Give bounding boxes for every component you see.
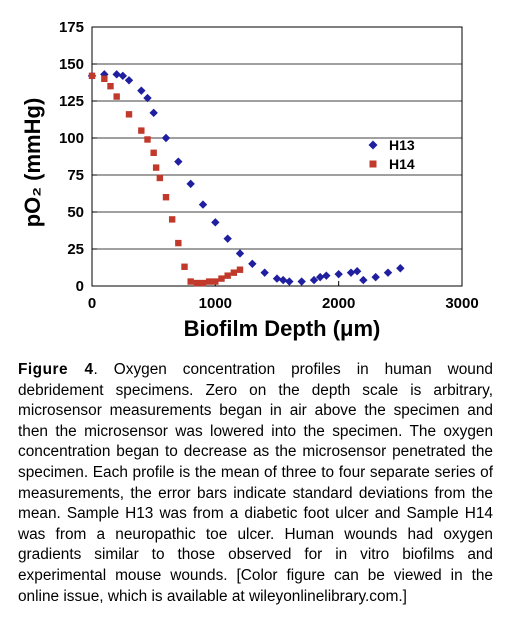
y-tick-label-125: 125 bbox=[59, 93, 84, 110]
series-h13 bbox=[87, 70, 405, 286]
point-h14-18 bbox=[212, 278, 219, 285]
x-tick-label-3000: 3000 bbox=[445, 295, 478, 312]
point-h14-6 bbox=[144, 136, 151, 143]
point-h14-0 bbox=[88, 72, 96, 80]
x-axis-title: Biofilm Depth (μm) bbox=[184, 316, 381, 341]
x-axis-ticks: 0 1000 2000 3000 bbox=[88, 281, 479, 312]
point-h14-2 bbox=[107, 83, 114, 90]
point-h14-3 bbox=[113, 93, 120, 100]
point-h13-26 bbox=[352, 267, 362, 276]
point-h13-11 bbox=[198, 200, 208, 209]
point-h14-21 bbox=[230, 269, 238, 276]
y-axis-title: pO₂ (mmHg) bbox=[20, 98, 45, 228]
point-h13-12 bbox=[211, 218, 220, 227]
legend-label-h13: H13 bbox=[389, 137, 415, 153]
y-tick-label-0: 0 bbox=[76, 278, 84, 295]
point-h14-1 bbox=[101, 75, 108, 82]
point-h14-9 bbox=[156, 174, 164, 182]
point-h13-16 bbox=[260, 268, 269, 277]
point-h13-27 bbox=[359, 275, 368, 285]
point-h13-24 bbox=[334, 269, 343, 279]
caption-text: . Oxygen concentration profiles in human… bbox=[18, 361, 493, 605]
point-h13-29 bbox=[383, 268, 393, 277]
point-h13-30 bbox=[396, 264, 405, 273]
point-h13-18 bbox=[278, 275, 288, 285]
legend-marker-h14 bbox=[369, 160, 377, 168]
point-h14-8 bbox=[152, 164, 160, 171]
point-h13-9 bbox=[174, 157, 183, 166]
series-h14 bbox=[88, 72, 244, 287]
y-tick-label-25: 25 bbox=[67, 241, 84, 258]
point-h13-15 bbox=[248, 259, 257, 268]
figure-caption: Figure 4. Oxygen concentration profiles … bbox=[18, 360, 493, 607]
point-h14-14 bbox=[187, 278, 194, 285]
point-h13-21 bbox=[309, 275, 319, 285]
point-h14-22 bbox=[236, 266, 244, 273]
y-tick-label-175: 175 bbox=[59, 19, 84, 36]
y-tick-label-100: 100 bbox=[59, 130, 84, 147]
point-h14-12 bbox=[175, 239, 182, 247]
x-tick-label-1000: 1000 bbox=[199, 295, 232, 312]
point-h13-6 bbox=[143, 93, 152, 103]
point-h13-23 bbox=[322, 271, 331, 280]
gridlines bbox=[92, 63, 462, 250]
legend-label-h14: H14 bbox=[389, 156, 415, 172]
point-h13-2 bbox=[112, 70, 121, 79]
y-tick-label-150: 150 bbox=[59, 56, 84, 73]
point-h14-19 bbox=[218, 275, 225, 282]
point-h14-11 bbox=[168, 216, 176, 223]
plot-frame bbox=[91, 26, 463, 287]
point-h14-7 bbox=[150, 149, 157, 156]
figure-label: Figure 4 bbox=[18, 361, 94, 378]
point-h13-28 bbox=[371, 272, 380, 282]
point-h13-4 bbox=[124, 76, 134, 85]
point-h13-14 bbox=[235, 249, 245, 258]
point-h14-5 bbox=[138, 127, 145, 134]
point-h14-15 bbox=[193, 279, 201, 287]
point-h13-5 bbox=[137, 86, 146, 95]
point-h14-4 bbox=[125, 111, 133, 118]
point-h13-3 bbox=[118, 71, 128, 81]
point-h14-10 bbox=[162, 194, 170, 201]
point-h13-10 bbox=[186, 179, 195, 189]
point-h14-16 bbox=[199, 279, 207, 287]
point-h13-8 bbox=[161, 133, 171, 143]
point-h13-13 bbox=[223, 234, 232, 243]
y-tick-label-75: 75 bbox=[67, 167, 84, 184]
point-h14-20 bbox=[224, 272, 231, 279]
point-h13-20 bbox=[297, 277, 306, 286]
data-points bbox=[87, 70, 405, 287]
point-h13-17 bbox=[272, 274, 282, 283]
point-h14-13 bbox=[181, 263, 188, 270]
x-tick-label-0: 0 bbox=[88, 295, 96, 312]
point-h13-25 bbox=[346, 268, 356, 277]
point-h13-19 bbox=[285, 277, 294, 286]
point-h13-7 bbox=[149, 108, 158, 118]
point-h13-22 bbox=[315, 272, 325, 282]
y-axis-ticks: 0 25 50 75 100 125 150 175 bbox=[59, 19, 97, 295]
point-h14-17 bbox=[205, 278, 213, 285]
legend-marker-h13 bbox=[368, 140, 378, 150]
y-tick-label-50: 50 bbox=[67, 204, 84, 221]
x-tick-label-2000: 2000 bbox=[322, 295, 355, 312]
